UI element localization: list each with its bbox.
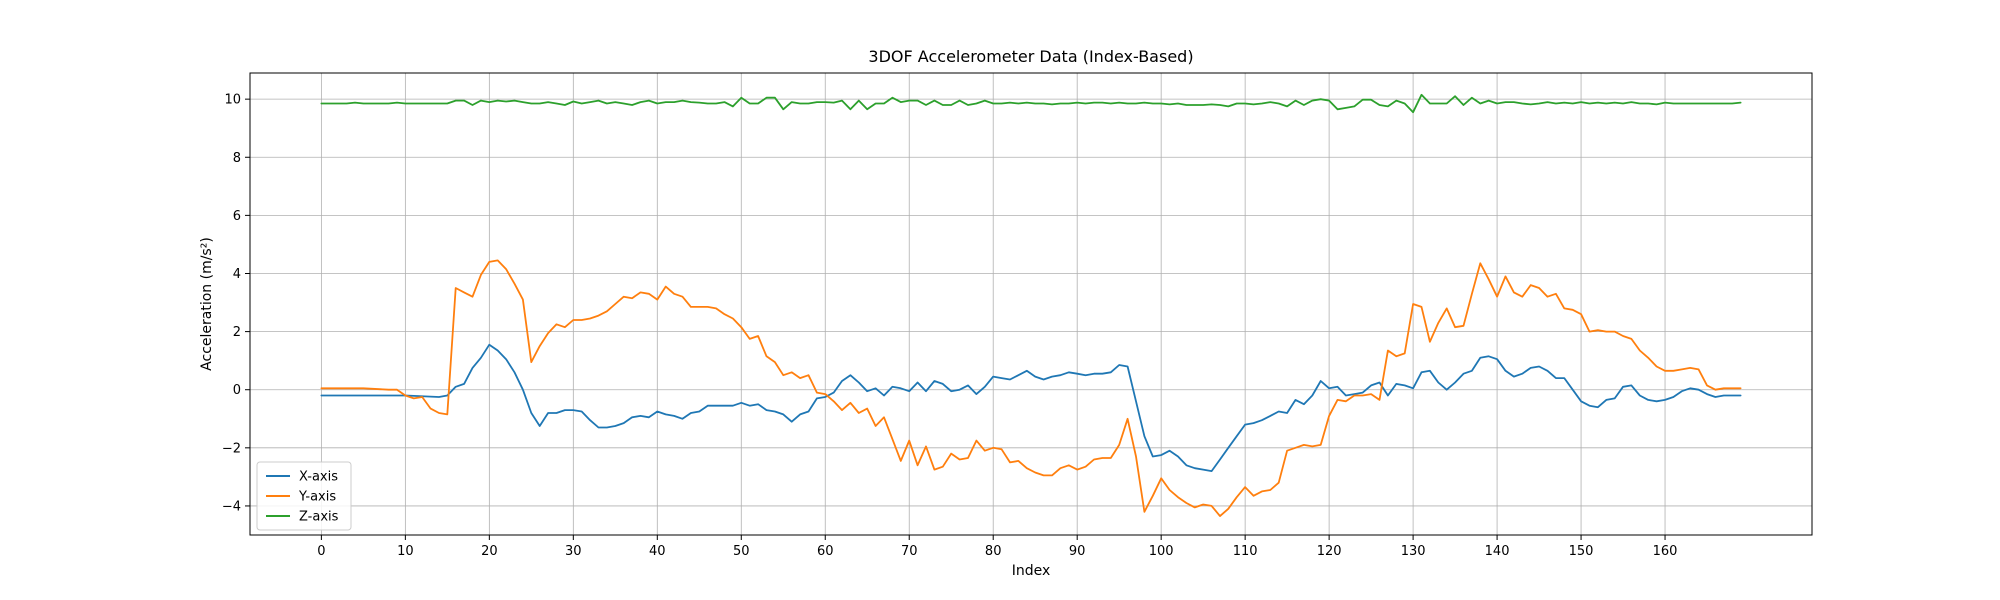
series-line-x-axis — [320, 343, 1742, 473]
y-tick-label: 2 — [233, 325, 241, 340]
y-tick-label: −4 — [222, 499, 241, 514]
x-tick-label: 160 — [1653, 544, 1678, 559]
y-tick-label: 6 — [233, 209, 241, 224]
y-tick-label: 10 — [224, 93, 241, 108]
y-tick-label: 8 — [233, 151, 241, 166]
x-tick-label: 10 — [397, 544, 414, 559]
x-axis-label: Index — [1012, 563, 1051, 579]
legend: X-axis Y-axis Z-axis — [256, 461, 352, 531]
legend-label: Y-axis — [298, 490, 336, 505]
x-tick-label: 40 — [649, 544, 666, 559]
y-axis-label: Acceleration (m/s²) — [199, 237, 215, 371]
legend-box — [256, 461, 352, 531]
y-tick-label: −2 — [222, 441, 241, 456]
x-tick-label: 100 — [1149, 544, 1174, 559]
gridlines — [250, 73, 1812, 535]
chart-title: 3DOF Accelerometer Data (Index-Based) — [868, 47, 1193, 66]
x-tick-label: 90 — [1069, 544, 1086, 559]
series-line-y-axis — [320, 259, 1742, 517]
x-tick-label: 80 — [985, 544, 1002, 559]
y-tick-label: 4 — [233, 267, 241, 282]
x-tick-label: 150 — [1569, 544, 1594, 559]
x-tick-label: 30 — [565, 544, 582, 559]
x-tick-label: 0 — [317, 544, 325, 559]
legend-label: Z-axis — [299, 510, 339, 525]
legend-label: X-axis — [299, 470, 338, 485]
x-tick-label: 120 — [1317, 544, 1342, 559]
series-lines — [320, 93, 1742, 517]
x-tick-label: 140 — [1485, 544, 1510, 559]
x-tick-label: 60 — [817, 544, 834, 559]
plot-frame — [249, 72, 1813, 536]
x-tick-label: 110 — [1233, 544, 1258, 559]
y-tick-label: 0 — [233, 383, 241, 398]
axis-ticks: 0 10 20 30 40 50 60 70 80 90 100 110 120 130 140 150 160… — [222, 93, 1678, 559]
series-line-z-axis — [320, 93, 1742, 114]
x-tick-label: 50 — [733, 544, 750, 559]
x-tick-label: 20 — [481, 544, 498, 559]
x-tick-label: 70 — [901, 544, 918, 559]
x-tick-label: 130 — [1401, 544, 1426, 559]
